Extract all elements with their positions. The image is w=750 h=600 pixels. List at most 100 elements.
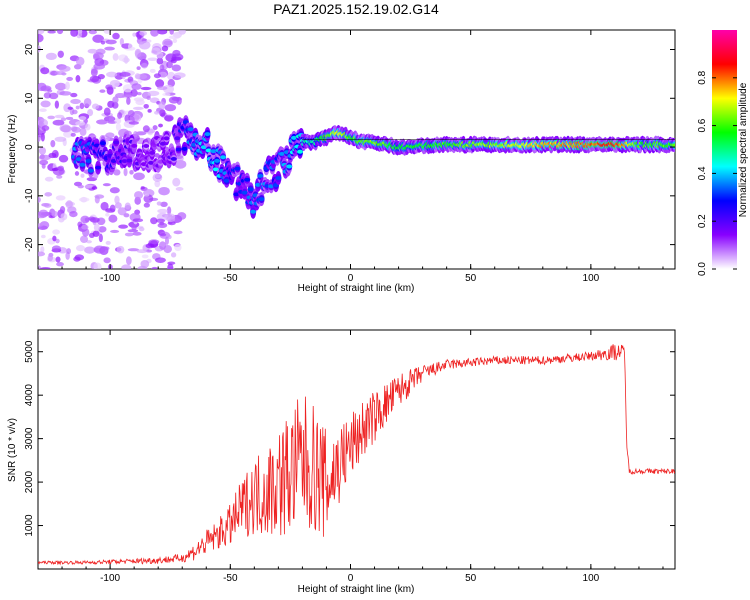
noise-blob bbox=[103, 257, 111, 264]
noise-blob bbox=[132, 231, 142, 236]
noise-blob bbox=[112, 96, 119, 104]
noise-blob bbox=[70, 30, 79, 37]
noise-blob bbox=[105, 240, 111, 245]
ridge-cell bbox=[205, 148, 212, 153]
noise-blob bbox=[119, 72, 131, 77]
ridge-cell bbox=[140, 162, 147, 167]
noise-blob bbox=[54, 136, 67, 142]
spectrogram-marks bbox=[38, 30, 675, 269]
noise-blob bbox=[40, 67, 50, 75]
noise-blob bbox=[84, 246, 96, 254]
noise-blob bbox=[38, 196, 41, 203]
noise-blob bbox=[132, 218, 144, 223]
noise-blob bbox=[74, 254, 85, 261]
noise-blob bbox=[47, 254, 53, 262]
noise-blob bbox=[97, 73, 105, 80]
ridge-cell bbox=[210, 149, 217, 154]
noise-blob bbox=[51, 210, 58, 218]
noise-blob bbox=[174, 159, 187, 169]
noise-blob bbox=[109, 187, 120, 194]
x-tick-label: -100 bbox=[100, 573, 120, 584]
noise-blob bbox=[87, 108, 94, 117]
noise-blob bbox=[55, 195, 66, 201]
noise-blob bbox=[132, 106, 144, 110]
noise-blob bbox=[96, 119, 108, 125]
noise-blob bbox=[63, 103, 71, 113]
noise-blob bbox=[44, 192, 53, 197]
noise-blob bbox=[169, 30, 174, 35]
noise-blob bbox=[168, 35, 180, 40]
noise-blob bbox=[111, 101, 119, 109]
noise-blob bbox=[75, 75, 81, 83]
noise-blob bbox=[40, 246, 45, 253]
noise-blob bbox=[131, 83, 142, 90]
noise-blob bbox=[139, 30, 148, 36]
noise-blob bbox=[129, 169, 134, 175]
x-tick-label: 50 bbox=[465, 573, 477, 584]
noise-blob bbox=[175, 187, 184, 191]
noise-blob bbox=[134, 48, 142, 58]
noise-blob bbox=[74, 171, 80, 176]
noise-blob bbox=[173, 230, 183, 235]
colorbar-tick-label: 0.0 bbox=[697, 262, 708, 276]
noise-blob bbox=[79, 127, 87, 136]
noise-blob bbox=[122, 84, 134, 93]
noise-blob bbox=[158, 123, 163, 128]
noise-blob bbox=[132, 32, 137, 37]
noise-blob bbox=[58, 154, 69, 163]
noise-blob bbox=[167, 234, 172, 240]
noise-blob bbox=[83, 97, 92, 107]
noise-blob bbox=[78, 116, 87, 121]
noise-blob bbox=[92, 34, 104, 43]
noise-blob bbox=[38, 118, 49, 128]
noise-blob bbox=[140, 62, 148, 69]
noise-blob bbox=[71, 126, 81, 133]
noise-blob bbox=[112, 53, 119, 61]
y-tick-label: 20 bbox=[24, 44, 35, 56]
ridge-cell bbox=[121, 159, 128, 164]
x-tick-label: 100 bbox=[583, 273, 600, 284]
ridge-cell bbox=[244, 177, 251, 182]
noise-blob bbox=[171, 56, 182, 61]
noise-blob bbox=[131, 223, 137, 231]
noise-blob bbox=[115, 93, 126, 99]
noise-blob bbox=[91, 186, 98, 190]
noise-blob bbox=[127, 43, 133, 50]
noise-blob bbox=[166, 61, 173, 69]
noise-blob bbox=[57, 50, 64, 58]
noise-blob bbox=[128, 121, 140, 125]
noise-blob bbox=[140, 86, 152, 91]
noise-blob bbox=[153, 73, 161, 79]
ridge-cell bbox=[181, 146, 188, 151]
noise-blob bbox=[117, 112, 123, 119]
noise-blob bbox=[66, 76, 74, 81]
noise-blob bbox=[146, 95, 151, 101]
noise-blob bbox=[152, 125, 158, 131]
noise-blob bbox=[176, 96, 182, 105]
noise-blob bbox=[80, 235, 89, 244]
noise-blob bbox=[93, 245, 106, 254]
noise-blob bbox=[91, 103, 100, 110]
noise-blob bbox=[134, 191, 144, 200]
noise-blob bbox=[149, 68, 156, 73]
noise-blob bbox=[106, 71, 118, 78]
noise-blob bbox=[156, 201, 162, 206]
noise-blob bbox=[155, 174, 161, 178]
ridge-cell bbox=[672, 143, 675, 148]
noise-blob bbox=[124, 232, 134, 237]
noise-blob bbox=[93, 262, 102, 269]
noise-blob bbox=[143, 103, 149, 109]
ridge-cell bbox=[233, 192, 240, 197]
noise-blob bbox=[100, 201, 109, 211]
noise-blob bbox=[164, 114, 174, 122]
noise-blob bbox=[105, 132, 115, 139]
noise-blob bbox=[147, 109, 152, 113]
noise-blob bbox=[41, 125, 50, 131]
snr-series-line bbox=[38, 344, 675, 566]
noise-blob bbox=[126, 97, 131, 105]
colorbar: 0.0 0.2 0.4 0.6 0.8 Normalized spectral ampl… bbox=[697, 30, 749, 276]
noise-blob bbox=[65, 200, 73, 209]
noise-blob bbox=[77, 184, 84, 189]
noise-blob bbox=[89, 75, 100, 83]
noise-blob bbox=[70, 98, 81, 105]
